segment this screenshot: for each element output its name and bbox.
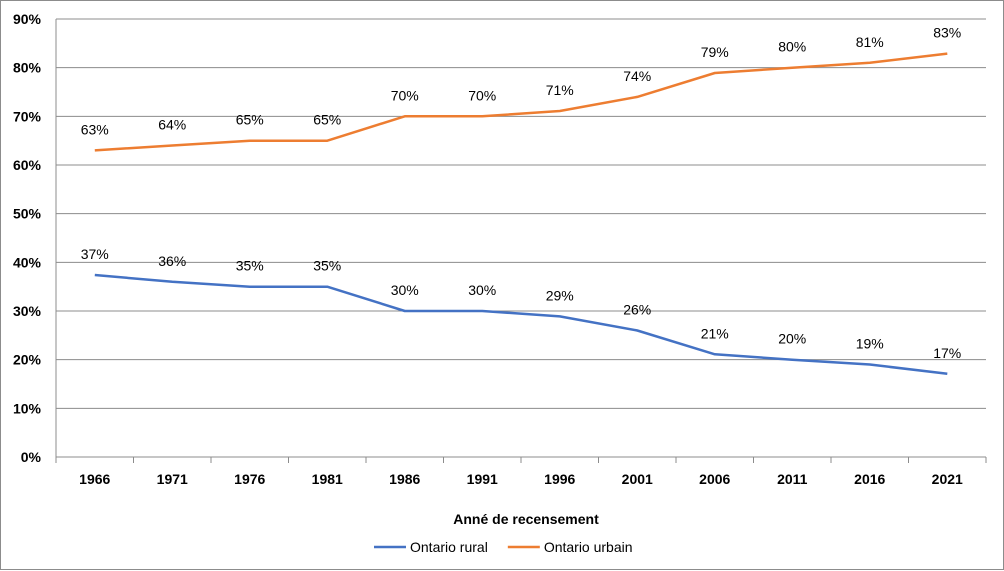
y-tick-label: 90% (13, 11, 42, 27)
data-label: 36% (158, 253, 186, 269)
data-label: 83% (933, 25, 961, 41)
x-tick-label: 2016 (854, 471, 885, 487)
data-label: 21% (701, 325, 729, 341)
data-label: 37% (81, 246, 109, 262)
y-tick-label: 20% (13, 352, 42, 368)
x-tick-label: 2006 (699, 471, 730, 487)
data-label: 35% (313, 258, 341, 274)
data-label: 81% (856, 34, 884, 50)
legend-label-urbain: Ontario urbain (544, 539, 633, 555)
y-axis-ticks: 0% 10% 20% 30% 40% 50% 60% 70% 80% 90% (13, 11, 42, 465)
x-axis-ticks: 1966 1971 1976 1981 1986 1991 1996 2001 2006 2011… (79, 471, 963, 487)
data-label: 65% (236, 112, 264, 128)
x-tick-label: 1991 (467, 471, 498, 487)
legend-label-rural: Ontario rural (410, 539, 488, 555)
data-labels: 37% 36% 35% 35% 30% 30% 29% 26% 21% 20% 19% 17% 63% 6… (81, 25, 962, 361)
y-tick-label: 80% (13, 60, 42, 76)
data-label: 26% (623, 301, 651, 317)
y-tick-label: 10% (13, 400, 42, 416)
gridlines (56, 18, 986, 409)
series-lines (94, 52, 948, 376)
data-label: 29% (546, 287, 574, 303)
data-label: 64% (158, 117, 186, 133)
data-label: 79% (701, 44, 729, 60)
data-label: 17% (933, 345, 961, 361)
axes (55, 19, 987, 463)
data-label: 70% (391, 87, 419, 103)
y-tick-label: 50% (13, 206, 42, 222)
data-label: 30% (391, 282, 419, 298)
x-axis-title: Anné de recensement (453, 511, 599, 527)
series-line-urbain (94, 52, 948, 152)
x-tick-label: 1971 (157, 471, 188, 487)
data-label: 70% (468, 87, 496, 103)
x-tick-label: 1981 (312, 471, 343, 487)
x-tick-label: 2001 (622, 471, 653, 487)
y-tick-label: 70% (13, 108, 42, 124)
data-label: 63% (81, 121, 109, 137)
x-tick-label: 1976 (234, 471, 265, 487)
legend: Ontario rural Ontario urbain (374, 539, 633, 555)
y-tick-label: 40% (13, 254, 42, 270)
x-tick-label: 1996 (544, 471, 575, 487)
data-label: 35% (236, 258, 264, 274)
data-label: 19% (856, 336, 884, 352)
data-label: 65% (313, 112, 341, 128)
data-label: 74% (623, 68, 651, 84)
series-line-rural (94, 273, 948, 376)
y-tick-label: 60% (13, 157, 42, 173)
x-tick-label: 1966 (79, 471, 110, 487)
data-label: 80% (778, 39, 806, 55)
data-label: 30% (468, 282, 496, 298)
data-label: 71% (546, 82, 574, 98)
y-tick-label: 0% (21, 449, 42, 465)
x-tick-label: 2011 (777, 471, 808, 487)
x-tick-label: 2021 (932, 471, 963, 487)
y-tick-label: 30% (13, 303, 42, 319)
data-label: 20% (778, 331, 806, 347)
x-tick-label: 1986 (389, 471, 420, 487)
